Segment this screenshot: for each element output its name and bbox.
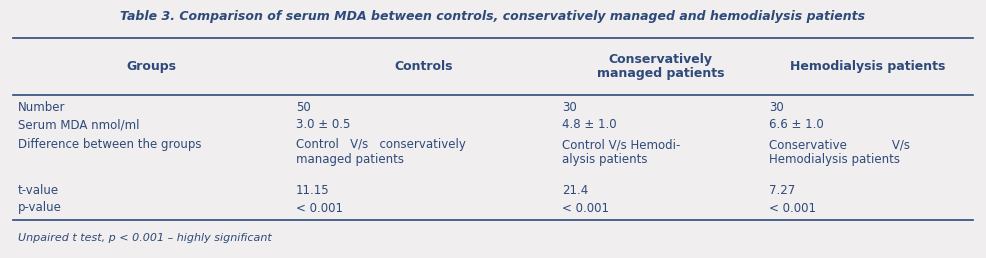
Text: Difference between the groups: Difference between the groups: [18, 138, 201, 151]
Text: p-value: p-value: [18, 201, 61, 214]
Text: < 0.001: < 0.001: [769, 201, 816, 214]
Text: Unpaired t test, p < 0.001 – highly significant: Unpaired t test, p < 0.001 – highly sign…: [18, 233, 271, 243]
Text: 30: 30: [562, 101, 577, 114]
Text: 50: 50: [296, 101, 311, 114]
Text: < 0.001: < 0.001: [296, 201, 343, 214]
Text: Controls: Controls: [394, 60, 454, 73]
Text: 6.6 ± 1.0: 6.6 ± 1.0: [769, 118, 824, 132]
Text: Control   V/s   conservatively
managed patients: Control V/s conservatively managed patie…: [296, 138, 465, 166]
Text: 21.4: 21.4: [562, 183, 589, 197]
Text: < 0.001: < 0.001: [562, 201, 609, 214]
Text: Groups: Groups: [127, 60, 176, 73]
Text: 3.0 ± 0.5: 3.0 ± 0.5: [296, 118, 350, 132]
Text: 4.8 ± 1.0: 4.8 ± 1.0: [562, 118, 616, 132]
Text: Conservatively
managed patients: Conservatively managed patients: [597, 52, 725, 80]
Text: Conservative            V/s
Hemodialysis patients: Conservative V/s Hemodialysis patients: [769, 138, 910, 166]
Text: Control V/s Hemodi-
alysis patients: Control V/s Hemodi- alysis patients: [562, 138, 680, 166]
Text: 7.27: 7.27: [769, 183, 796, 197]
Text: Hemodialysis patients: Hemodialysis patients: [790, 60, 946, 73]
Text: 30: 30: [769, 101, 784, 114]
Text: t-value: t-value: [18, 183, 59, 197]
Text: Table 3. Comparison of serum MDA between controls, conservatively managed and he: Table 3. Comparison of serum MDA between…: [120, 10, 866, 23]
Text: Serum MDA nmol/ml: Serum MDA nmol/ml: [18, 118, 139, 132]
Text: Number: Number: [18, 101, 65, 114]
Text: 11.15: 11.15: [296, 183, 329, 197]
